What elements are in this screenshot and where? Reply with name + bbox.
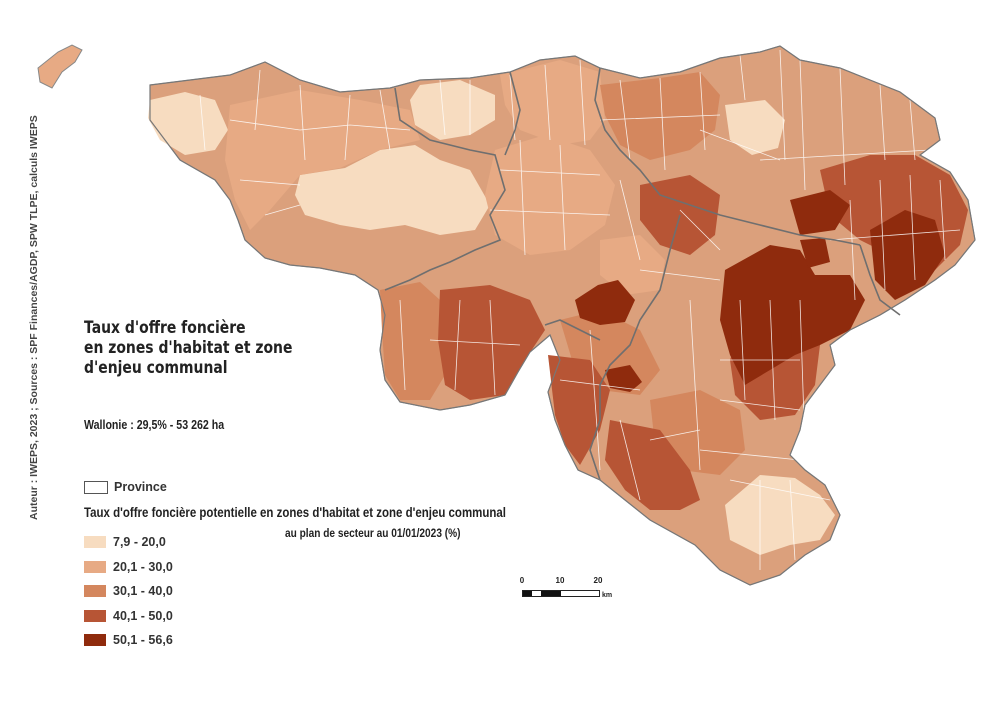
scale-unit: km [602, 592, 613, 599]
zone-7-20-north [410, 80, 495, 140]
legend-swatch [84, 609, 106, 622]
legend: 7,9 - 20,0 20,1 - 30,0 30,1 - 40,0 40,1 … [84, 530, 173, 653]
zone-20-30-brabant [500, 60, 605, 145]
comines-warneton-exclave [37, 44, 83, 89]
zone-30-40-liege-north [600, 72, 720, 160]
scale-tick-label: 10 [555, 576, 565, 585]
legend-label: 20,1 - 30,0 [113, 559, 173, 574]
scale-tick-label: 0 [519, 576, 525, 585]
zone-50-56-philippeville [605, 365, 642, 392]
legend-swatch [84, 585, 106, 598]
wallonia-summary: Wallonie : 29,5% - 53 262 ha [84, 418, 225, 432]
legend-item: 7,9 - 20,0 [84, 530, 173, 555]
map-title-line-3: d'enjeu communal [84, 358, 228, 378]
scale-tick-label: 20 [593, 576, 603, 585]
legend-label: 7,9 - 20,0 [113, 535, 166, 550]
zone-7-20-liege [725, 100, 785, 155]
zone-20-30-namur-north [485, 135, 615, 255]
map-title-line-1: Taux d'offre foncière [84, 318, 246, 338]
legend-item: 30,1 - 40,0 [84, 579, 173, 604]
zone-7-20-luxembourg-south [725, 475, 835, 555]
zone-7-20-hainaut-center [295, 145, 490, 235]
legend-swatch [84, 560, 106, 573]
scale-bar-graphic [522, 590, 600, 597]
wallonia-outline [149, 45, 976, 586]
map-title: Taux d'offre foncière en zones d'habitat… [84, 318, 297, 378]
map-title-line-2: en zones d'habitat et zone [84, 338, 293, 358]
legend-item: 50,1 - 56,6 [84, 628, 173, 653]
legend-title: Taux d'offre foncière potentielle en zon… [84, 504, 506, 520]
zone-7-20-hainaut-west [148, 92, 228, 155]
legend-label: 40,1 - 50,0 [113, 608, 173, 623]
zone-50-56-stavelot [790, 190, 850, 235]
province-boundaries [384, 67, 901, 481]
legend-item: 40,1 - 50,0 [84, 604, 173, 629]
legend-item: 20,1 - 30,0 [84, 555, 173, 580]
zone-40-50-hainaut-thudinie [438, 285, 545, 400]
legend-swatch [84, 634, 106, 647]
map-credit: Auteur : IWEPS, 2023 ; Sources : SPF Fin… [28, 115, 40, 520]
legend-swatch [84, 536, 106, 549]
zone-20-30-namur-center [600, 235, 665, 295]
legend-label: 30,1 - 40,0 [113, 584, 173, 599]
zone-20-30-hainaut [225, 90, 420, 230]
zone-40-50-semois [605, 420, 700, 510]
zone-50-56-ardenne-center [720, 245, 865, 385]
scale-bar: 0 10 20 km [518, 576, 628, 606]
municipal-boundaries [199, 49, 961, 570]
legend-label: 50,1 - 56,6 [113, 633, 173, 648]
province-legend-label: Province [114, 480, 167, 494]
zone-50-56-namur-city [575, 280, 635, 325]
zone-30-40-hainaut-south [380, 282, 445, 400]
province-swatch [84, 480, 108, 494]
province-legend: Province [84, 480, 167, 494]
legend-subtitle: au plan de secteur au 01/01/2023 (%) [285, 528, 461, 540]
zone-50-56-sprimont [800, 238, 830, 268]
